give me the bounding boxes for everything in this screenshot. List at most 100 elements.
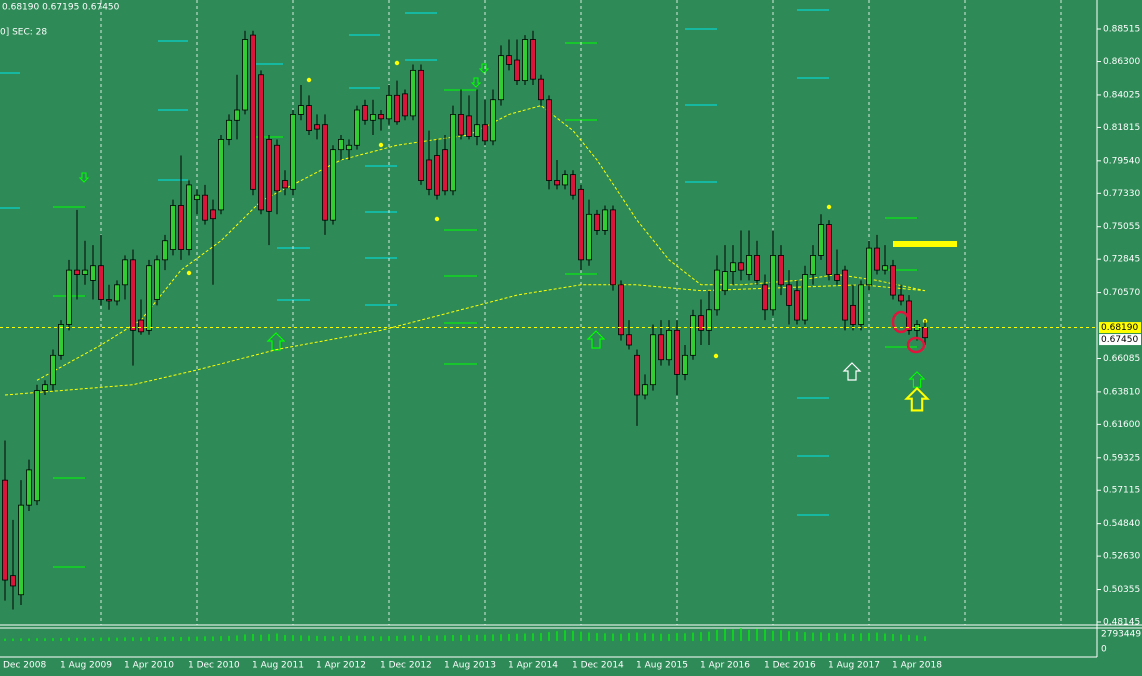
candle-body: [466, 115, 472, 137]
candle-body: [794, 290, 800, 321]
candle-body: [394, 94, 400, 123]
x-tick-label: 1 Apr 2018: [892, 661, 942, 671]
candle-body: [810, 255, 816, 275]
candle-body: [74, 269, 80, 275]
candle-body: [202, 194, 208, 221]
candle-body: [194, 194, 200, 201]
candle-body: [786, 284, 792, 306]
candle-body: [722, 271, 728, 292]
candle-body: [274, 144, 280, 192]
candle-body: [650, 334, 656, 386]
candle-body: [626, 334, 632, 346]
candle-body: [58, 324, 64, 356]
candle-body: [186, 184, 192, 250]
price-plot: [2, 0, 1062, 625]
candle-body: [818, 224, 824, 256]
candle-body: [282, 180, 288, 189]
candle-body: [34, 390, 40, 502]
candle-body: [154, 259, 160, 300]
candle-body: [850, 304, 856, 325]
candle-body: [2, 479, 8, 581]
candle-body: [338, 138, 344, 151]
candle-body: [178, 205, 184, 250]
candle-body: [10, 575, 16, 587]
candle-body: [210, 209, 216, 220]
candle-body: [290, 114, 296, 190]
candle-body: [866, 247, 872, 286]
candle-body: [266, 138, 272, 212]
candle-body: [586, 213, 592, 261]
candle-body: [754, 255, 760, 281]
candle-body: [418, 69, 424, 181]
moving-average: [36, 105, 926, 381]
candle-body: [858, 284, 864, 325]
candle-body: [218, 138, 224, 211]
candle-body: [890, 265, 896, 296]
candle-body: [170, 205, 176, 250]
x-tick-label: 1 Apr 2012: [316, 661, 366, 671]
y-tick-label: 0.88515: [1103, 25, 1140, 35]
candle-body: [130, 259, 136, 331]
candle-body: [490, 99, 496, 142]
candle-body: [882, 265, 888, 271]
candle-body: [730, 262, 736, 272]
candle-body: [106, 299, 112, 302]
candle-body: [90, 265, 96, 281]
candle-body: [674, 329, 680, 375]
candle-body: [874, 247, 880, 271]
candle-body: [618, 284, 624, 336]
candle-body: [82, 269, 88, 275]
candle-body: [362, 105, 368, 121]
candle-body: [778, 255, 784, 286]
y-tick-label: 0.50355: [1103, 585, 1140, 595]
candle-body: [18, 504, 24, 596]
candle-body: [690, 315, 696, 356]
candle-body: [666, 329, 672, 361]
candle-body: [562, 174, 568, 186]
x-tick-label: 1 Aug 2017: [828, 661, 880, 671]
x-tick-label: Dec 2008: [3, 661, 46, 671]
candle-body: [898, 294, 904, 302]
candle-body: [698, 315, 704, 331]
candle-body: [322, 124, 328, 221]
candle-body: [386, 94, 392, 120]
annotation-circles: [891, 310, 926, 354]
candle-body: [258, 74, 264, 211]
x-tick-label: 1 Aug 2011: [252, 661, 304, 671]
x-tick-label: 1 Aug 2013: [444, 661, 496, 671]
y-tick-label: 0.79540: [1103, 156, 1140, 166]
candle-body: [306, 105, 312, 131]
y-tick-label: 0.61600: [1103, 420, 1140, 430]
candle-body: [594, 213, 600, 231]
x-tick-label: 1 Apr 2016: [700, 661, 750, 671]
x-tick-label: 1 Apr 2014: [508, 661, 558, 671]
y-tick-label: 0.86300: [1103, 57, 1140, 67]
candle-body: [530, 39, 536, 80]
candle-body: [370, 114, 376, 121]
candle-body: [162, 240, 168, 261]
price-label-box: [1099, 322, 1141, 334]
candle-body: [474, 124, 480, 137]
header-status: 0] SEC: 28: [0, 28, 47, 38]
candle-body: [450, 114, 456, 192]
candle-body: [738, 262, 744, 271]
x-tick-label: 1 Dec 2010: [188, 661, 240, 671]
candle-body: [682, 354, 688, 375]
x-tick-label: 1 Aug 2015: [636, 661, 688, 671]
candle-body: [922, 327, 928, 339]
price-label: 0.68190: [1101, 323, 1138, 333]
volume-tick-label: 2793449: [1101, 630, 1141, 640]
candle-body: [122, 259, 128, 286]
candle-body: [138, 319, 144, 333]
x-tick-label: 1 Aug 2009: [60, 661, 112, 671]
candle-body: [746, 255, 752, 275]
y-tick-label: 0.72845: [1103, 255, 1140, 265]
candle-body: [842, 269, 848, 321]
candle-body: [250, 34, 256, 190]
y-tick-label: 0.77330: [1103, 189, 1140, 199]
y-tick-label: 0.52630: [1103, 552, 1140, 562]
candle-body: [834, 274, 840, 281]
y-tick-label: 0.63810: [1103, 387, 1140, 397]
candle-body: [42, 384, 48, 391]
candle-body: [330, 149, 336, 221]
